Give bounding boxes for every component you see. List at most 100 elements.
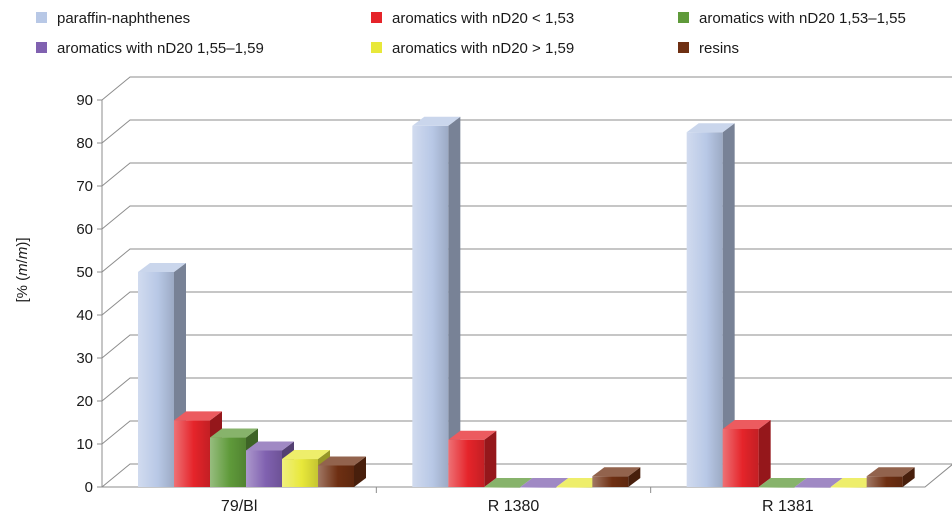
legend-swatch <box>371 12 382 23</box>
gridline <box>101 162 952 187</box>
y-tick-label: 80 <box>76 135 93 152</box>
bar-top <box>592 467 641 477</box>
y-axis-label-part: / <box>14 258 31 263</box>
bar <box>686 123 735 487</box>
bar <box>448 430 497 487</box>
bar-front <box>138 272 174 487</box>
y-tick-label: 90 <box>76 92 93 109</box>
y-tick-label: 70 <box>76 178 93 195</box>
bar <box>484 478 533 488</box>
bar-top <box>246 441 294 451</box>
bar-front <box>448 439 485 487</box>
bar-front <box>210 437 246 487</box>
legend-label: paraffin-naphthenes <box>57 10 190 27</box>
y-tick-label: 10 <box>76 436 93 453</box>
bar-side <box>354 456 366 487</box>
legend-label: aromatics with nD20 < 1,53 <box>392 10 574 27</box>
x-tick-label: 79/Bl <box>221 498 257 515</box>
legend-swatch <box>36 12 47 23</box>
bar-front <box>794 487 831 488</box>
legend-item: paraffin-naphthenes <box>36 10 190 27</box>
bar <box>722 419 771 487</box>
bar-side <box>448 116 461 488</box>
bar <box>794 478 843 488</box>
y-tick-label: 30 <box>76 350 93 367</box>
bar-front <box>758 487 795 488</box>
bar-top <box>866 467 915 477</box>
bar <box>318 456 366 487</box>
bar <box>520 478 569 488</box>
y-axis-label-part: )] <box>14 237 31 246</box>
legend-item: aromatics with nD20 > 1,59 <box>371 40 574 57</box>
bar-front <box>484 487 521 488</box>
bar-top <box>722 419 771 429</box>
legend-swatch <box>36 42 47 53</box>
y-axis-label-part: m <box>14 263 31 276</box>
bar-top <box>686 123 735 133</box>
legend-label: aromatics with nD20 1,55–1,59 <box>57 40 264 57</box>
legend-swatch <box>678 42 689 53</box>
y-tick-label: 60 <box>76 221 93 238</box>
bar-front <box>592 476 629 487</box>
gridline <box>101 334 952 359</box>
bar-top <box>210 428 258 438</box>
x-axis-labels: 79/Bl R 1380 R 1381 <box>221 487 814 515</box>
bar-top <box>794 478 843 487</box>
y-tick-label: 40 <box>76 307 93 324</box>
bar-front <box>686 132 723 487</box>
legend-swatch <box>371 42 382 53</box>
bar-top <box>484 478 533 487</box>
gridline <box>101 420 952 445</box>
gridline <box>101 377 952 402</box>
bar <box>866 467 915 487</box>
bar-top <box>138 263 186 272</box>
x-tick-label: R 1381 <box>762 498 814 515</box>
bar-top <box>520 478 569 487</box>
bar-top <box>412 116 461 126</box>
legend-label: aromatics with nD20 > 1,59 <box>392 40 574 57</box>
bar-top <box>174 411 222 421</box>
legend: paraffin-naphthenes aromatics with nD20 <… <box>36 10 906 57</box>
bar <box>758 478 807 488</box>
bar-front <box>520 487 557 488</box>
bar-side <box>484 430 497 487</box>
bar-side <box>902 467 915 487</box>
bar-top <box>758 478 807 487</box>
bar <box>412 116 461 488</box>
gridline <box>101 119 952 144</box>
legend-label: aromatics with nD20 1,53–1,55 <box>699 10 906 27</box>
y-axis-label-part: [% ( <box>14 276 31 303</box>
bar <box>592 467 641 487</box>
bar-front <box>246 450 282 487</box>
gridline <box>101 248 952 273</box>
legend-item: resins <box>678 40 739 57</box>
bar-front <box>830 487 867 488</box>
bar-front <box>282 459 318 487</box>
bars <box>138 116 915 488</box>
y-tick-label: 50 <box>76 264 93 281</box>
bar-side <box>628 467 641 487</box>
legend-item: aromatics with nD20 1,55–1,59 <box>36 40 264 57</box>
x-tick-label: R 1380 <box>488 498 540 515</box>
bar-front <box>174 420 210 487</box>
gridline <box>101 76 952 101</box>
gridline <box>101 291 952 316</box>
y-tick-label: 20 <box>76 393 93 410</box>
legend-swatch <box>678 12 689 23</box>
legend-item: aromatics with nD20 < 1,53 <box>371 10 574 27</box>
bar-top <box>318 456 366 466</box>
bar-front <box>866 476 903 487</box>
y-axis-ticks: 0 10 20 30 40 50 60 70 80 90 <box>76 92 102 496</box>
gridline <box>101 205 952 230</box>
y-axis-label: [% (m/m)] <box>14 237 31 302</box>
legend-item: aromatics with nD20 1,53–1,55 <box>678 10 906 27</box>
y-tick-label: 0 <box>85 479 93 496</box>
bar-front <box>412 125 449 488</box>
bar-top <box>448 430 497 440</box>
bar-side <box>758 419 771 487</box>
gridlines <box>101 76 952 445</box>
bar-side <box>722 123 735 487</box>
bar-front <box>556 487 593 488</box>
bar-front <box>318 465 354 487</box>
